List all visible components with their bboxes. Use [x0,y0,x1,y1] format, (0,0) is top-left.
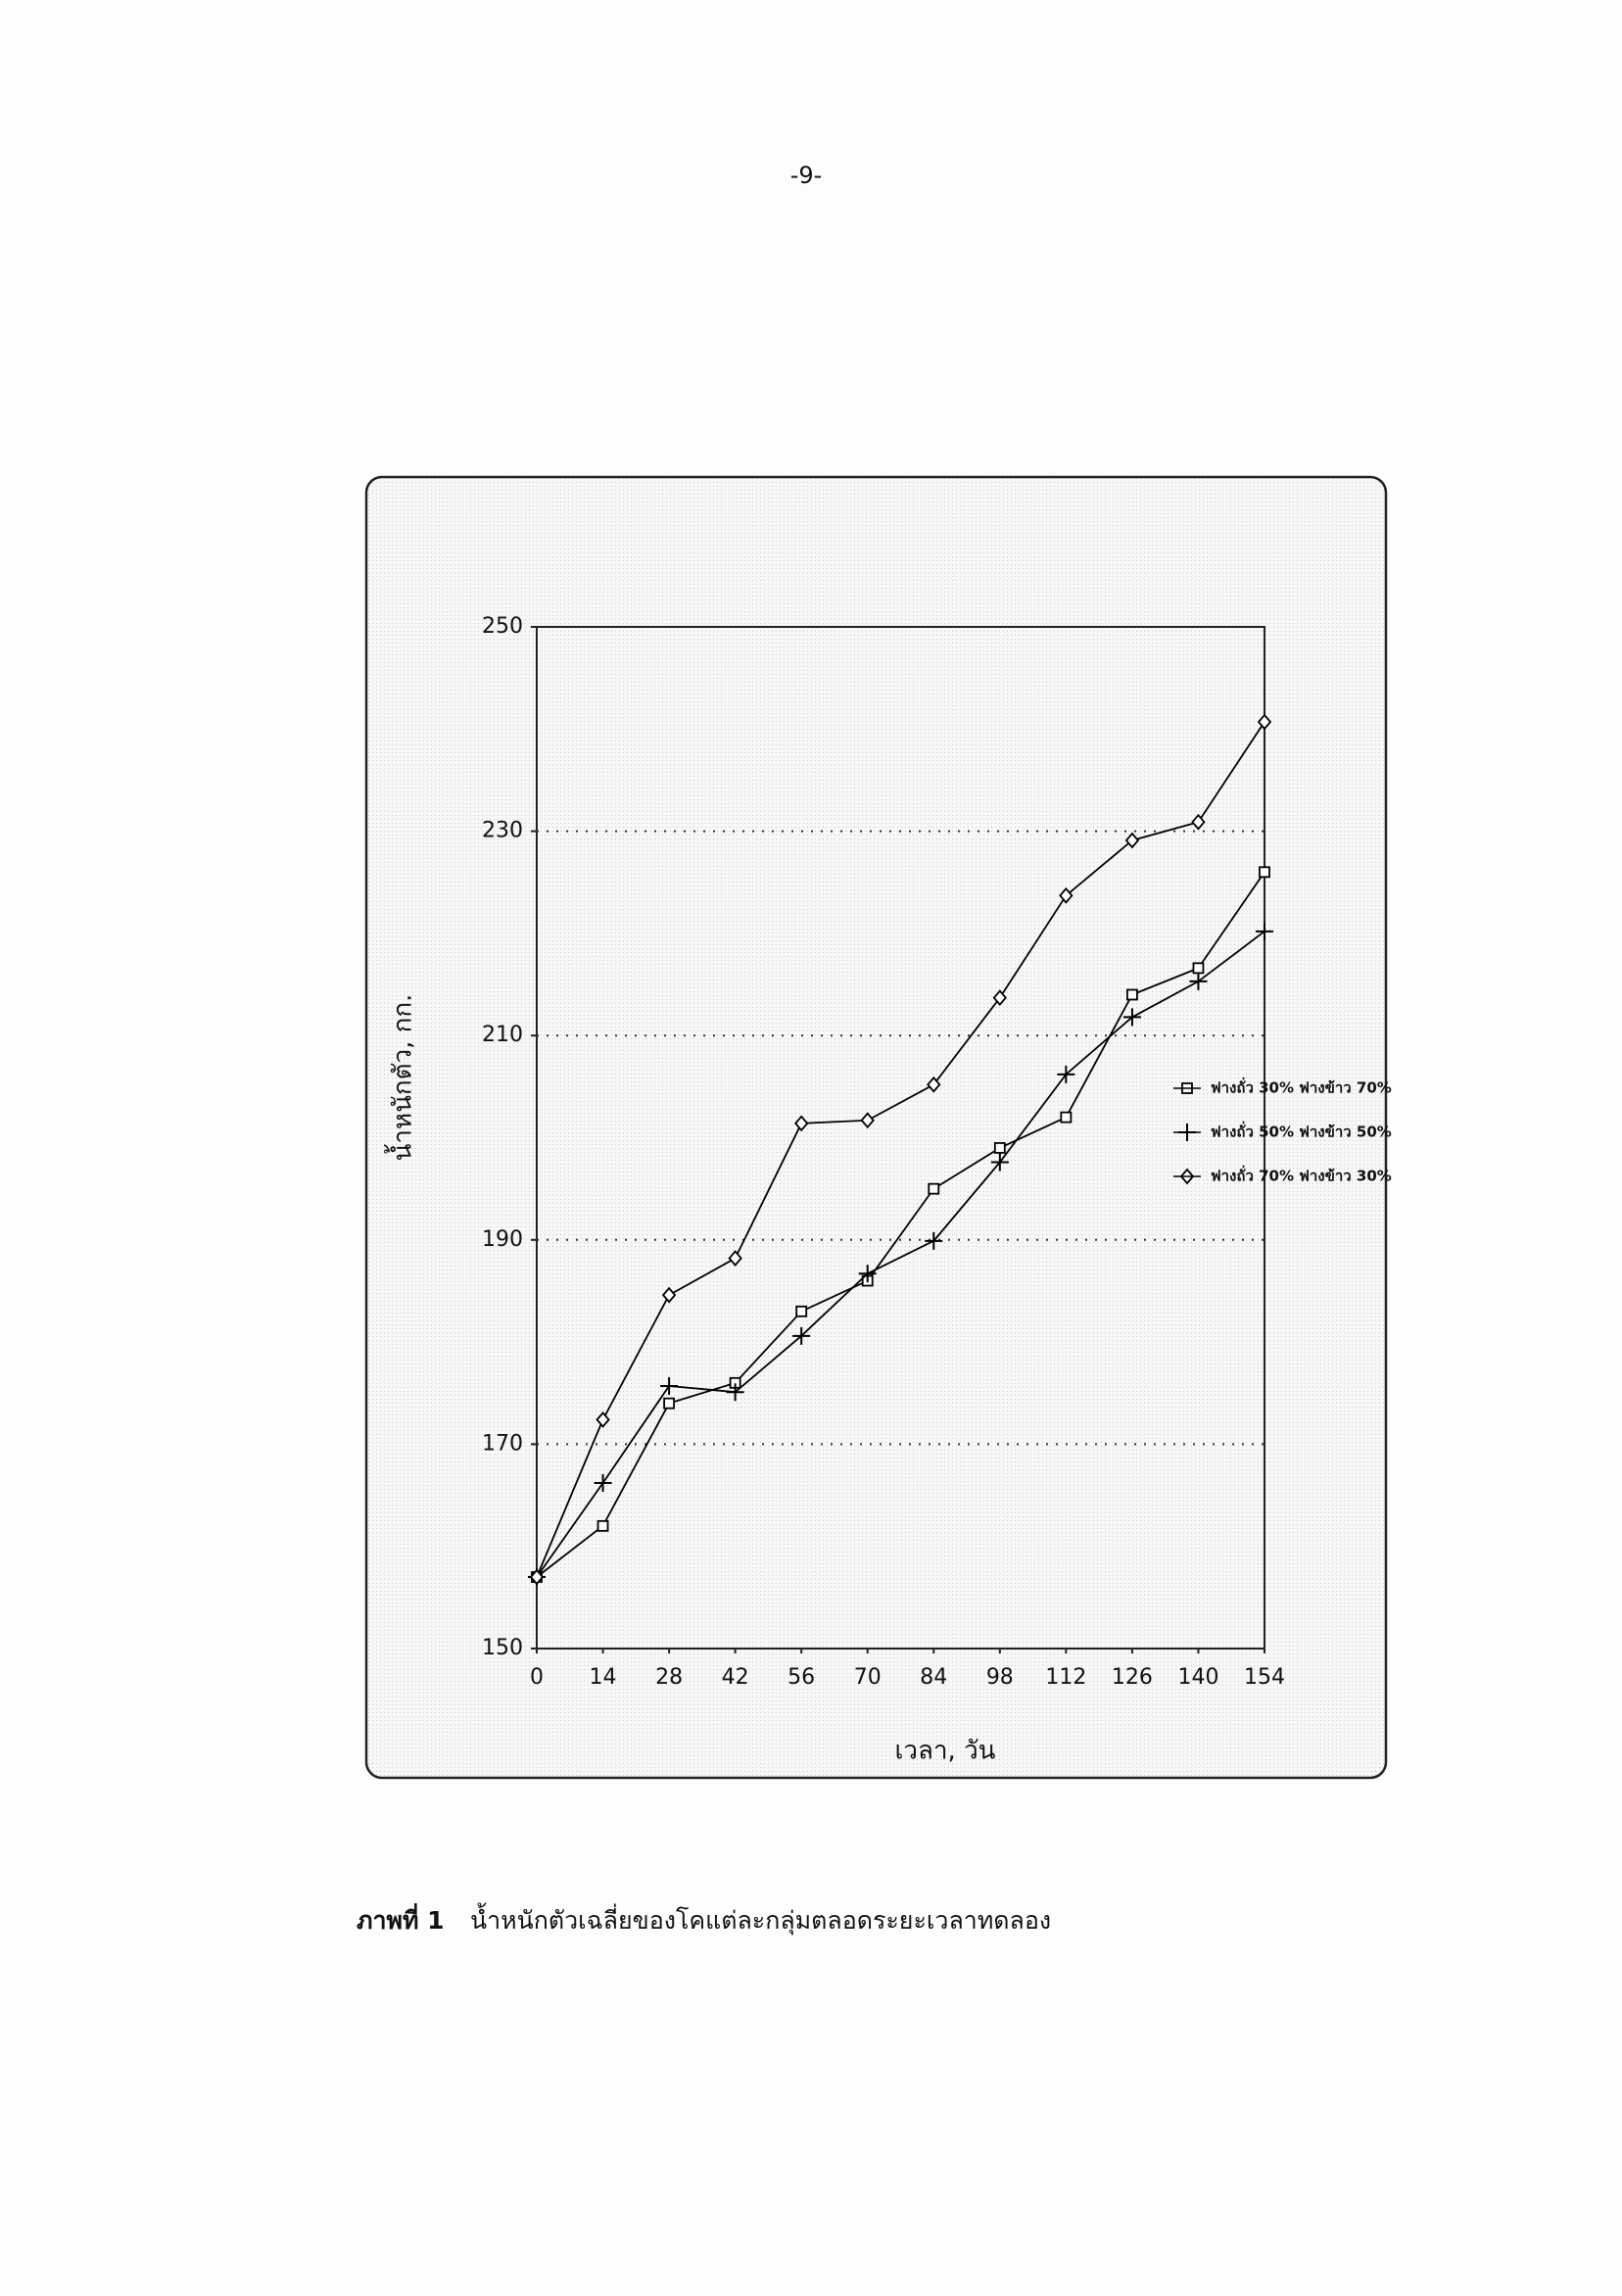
data-point [858,1265,877,1283]
x-axis-label: เวลา, วัน [895,1737,996,1766]
data-point [1057,1065,1075,1083]
x-tick-label: 70 [854,1665,882,1690]
y-tick-label: 230 [482,819,523,843]
plot-area [536,626,1265,1650]
data-point [860,1112,875,1129]
x-tick-label: 42 [722,1665,749,1690]
y-tick-label: 190 [482,1227,523,1252]
data-point [795,1305,808,1317]
legend-label: ฟางถั่ว 70% ฟางข้าว 30% [1211,1166,1392,1185]
x-tick-label: 98 [986,1665,1014,1690]
page-number: -9- [790,162,823,189]
x-tick-label: 56 [787,1665,815,1690]
data-point [660,1376,679,1395]
data-point [594,1474,612,1493]
series-line [536,871,1265,1578]
data-point [661,1286,677,1304]
data-point [1060,1111,1073,1124]
legend-label: ฟางถั่ว 50% ฟางข้าว 50% [1211,1122,1392,1141]
data-point [663,1397,675,1410]
data-point [529,1568,545,1586]
y-tick-label: 150 [482,1636,523,1660]
data-point [1191,813,1206,831]
data-point [793,1115,809,1132]
data-point [726,1383,744,1402]
data-point [925,1231,943,1250]
caption-label: ภาพที่ 1 [357,1903,445,1935]
data-point [728,1250,742,1267]
data-point [1059,886,1073,904]
y-tick-label: 170 [482,1431,523,1456]
x-tick-label: 112 [1045,1665,1086,1690]
series-line [536,931,1265,1578]
data-point [596,1519,609,1532]
x-tick-label: 140 [1177,1665,1218,1690]
data-point [927,1076,941,1093]
x-tick-label: 28 [655,1665,683,1690]
data-point [1122,1008,1141,1027]
series-line [536,721,1265,1578]
x-tick-label: 14 [590,1665,617,1690]
legend-label: ฟางถั่ว 30% ฟางข้าว 70% [1211,1077,1392,1097]
data-point [1124,832,1140,849]
data-point [1256,922,1273,940]
x-tick-label: 84 [920,1665,947,1690]
caption-text: น้ำหนักตัวเฉลี่ยของโคแต่ละกลุ่มตลอดระยะเ… [470,1902,1051,1936]
data-point [1257,713,1272,731]
x-tick-label: 154 [1244,1665,1285,1690]
data-point [1189,972,1208,990]
data-point [792,1326,811,1345]
data-point [1259,866,1270,879]
y-axis-label: น้ำหนักตัว, กก. [384,994,418,1162]
data-point [993,1142,1006,1154]
data-point [1192,962,1205,975]
x-tick-label: 126 [1112,1665,1153,1690]
y-tick-label: 250 [482,614,523,639]
y-tick-label: 210 [482,1023,523,1047]
data-point [1126,988,1138,1001]
data-point [928,1182,940,1195]
data-point [990,1153,1009,1172]
data-point [596,1411,610,1428]
x-tick-label: 0 [530,1665,544,1690]
data-point [992,989,1008,1006]
